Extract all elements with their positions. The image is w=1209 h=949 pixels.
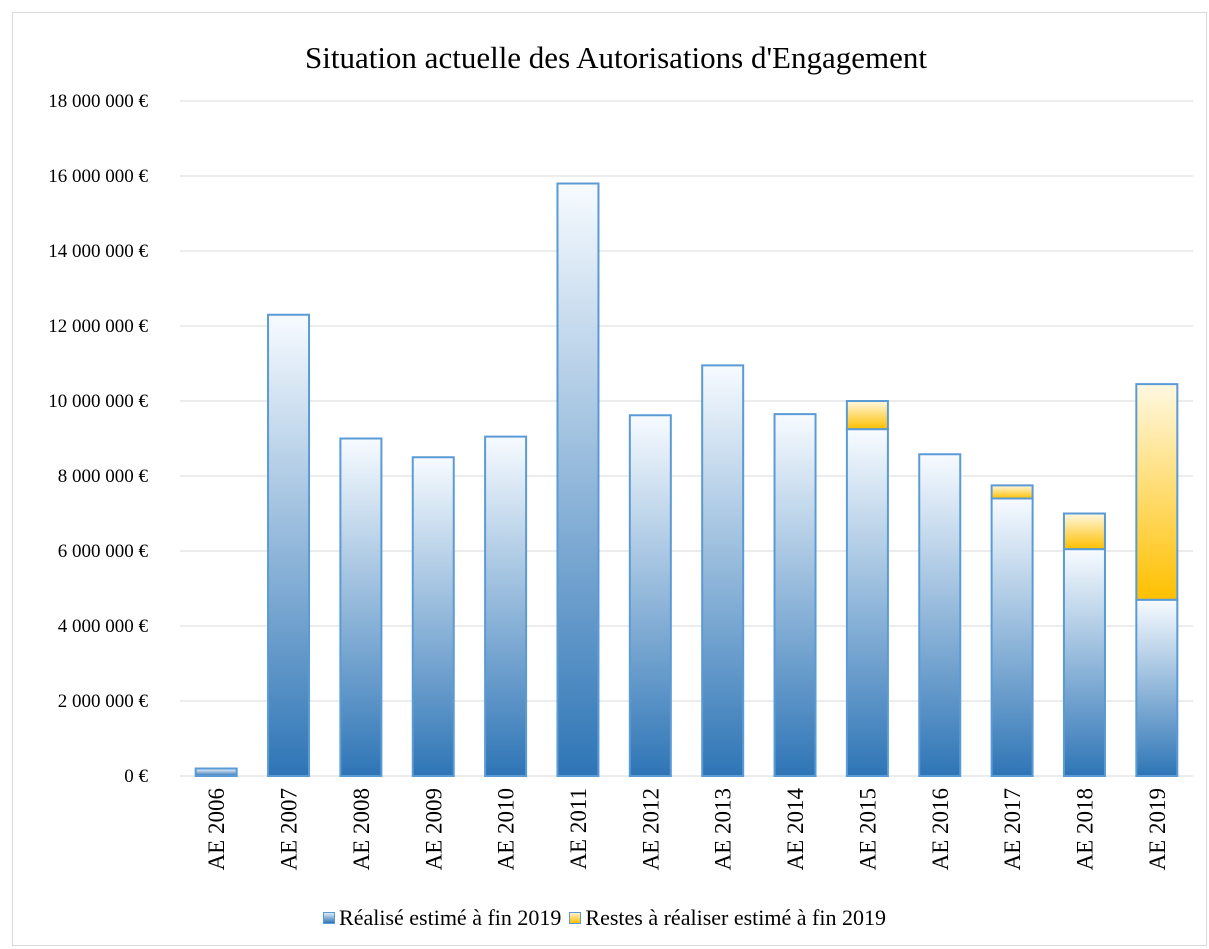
- bar-realise: [773, 413, 817, 777]
- legend-item-restes: Restes à réaliser estimé à fin 2019: [569, 905, 886, 931]
- bar-realise: [918, 453, 962, 777]
- bar-restes: [1135, 383, 1179, 601]
- y-tick-label: 0 €: [124, 766, 148, 787]
- x-tick-label: AE 2017: [1000, 788, 1025, 870]
- bar-realise: [1135, 598, 1179, 777]
- bar-realise: [628, 414, 672, 777]
- bar-restes: [845, 400, 889, 431]
- bar-restes: [990, 484, 1034, 500]
- y-tick-label: 12 000 000 €: [48, 316, 148, 337]
- bar-realise: [990, 497, 1034, 777]
- y-tick-label: 2 000 000 €: [58, 691, 149, 712]
- bar-realise: [556, 182, 600, 777]
- bar-realise: [1062, 548, 1106, 777]
- y-tick-label: 10 000 000 €: [48, 391, 148, 412]
- bar-realise: [267, 313, 311, 777]
- y-tick-label: 14 000 000 €: [48, 241, 148, 262]
- bar-realise: [194, 767, 238, 777]
- x-tick-label: AE 2010: [494, 788, 519, 870]
- legend: Réalisé estimé à fin 2019 Restes à réali…: [0, 905, 1209, 931]
- x-tick-label: AE 2011: [566, 788, 591, 870]
- x-tick-label: AE 2016: [928, 788, 953, 870]
- y-axis-ticks: 0 € 2 000 000 € 4 000 000 € 6 000 000 € 8 00…: [48, 91, 148, 787]
- bar-realise: [484, 435, 528, 777]
- x-tick-label: AE 2006: [204, 788, 229, 870]
- grid-lines: [180, 100, 1193, 777]
- bar-realise: [339, 437, 383, 777]
- y-tick-label: 18 000 000 €: [48, 91, 148, 112]
- chart-title: Situation actuelle des Autorisations d'E…: [304, 40, 927, 75]
- legend-swatch-restes: [569, 912, 582, 924]
- legend-label-realise: Réalisé estimé à fin 2019: [339, 905, 562, 930]
- bar-restes: [1062, 512, 1106, 551]
- bar-realise: [411, 456, 455, 777]
- x-axis-ticks: AE 2006 AE 2007 AE 2008 AE 2009 AE 2010 AE 20…: [204, 788, 1170, 871]
- legend-item-realise: Réalisé estimé à fin 2019: [323, 905, 561, 931]
- bars: [194, 182, 1179, 777]
- y-tick-label: 6 000 000 €: [58, 541, 149, 562]
- legend-label-restes: Restes à réaliser estimé à fin 2019: [585, 905, 886, 930]
- x-tick-label: AE 2014: [783, 788, 808, 871]
- bar-realise: [701, 364, 745, 777]
- x-tick-label: AE 2015: [855, 788, 880, 870]
- legend-swatch-realise: [323, 912, 336, 924]
- x-tick-label: AE 2008: [349, 788, 374, 870]
- y-tick-label: 16 000 000 €: [48, 166, 148, 187]
- chart-frame: [12, 12, 1207, 946]
- x-tick-label: AE 2019: [1145, 788, 1170, 870]
- y-tick-label: 8 000 000 €: [58, 466, 149, 487]
- x-tick-label: AE 2018: [1072, 788, 1097, 870]
- y-tick-label: 4 000 000 €: [58, 616, 149, 637]
- x-tick-label: AE 2007: [277, 788, 302, 870]
- x-tick-label: AE 2013: [711, 788, 736, 870]
- x-tick-label: AE 2012: [638, 788, 663, 870]
- bar-realise: [845, 428, 889, 777]
- x-tick-label: AE 2009: [421, 788, 446, 870]
